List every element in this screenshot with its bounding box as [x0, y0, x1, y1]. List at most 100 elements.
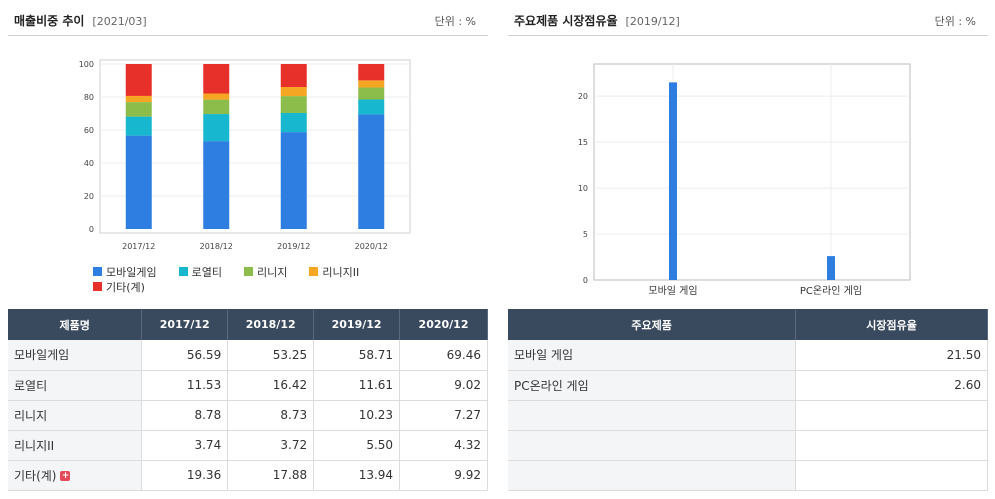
legend-item[interactable]: 로열티	[178, 264, 222, 279]
table-row	[508, 460, 988, 491]
market-share-table: 주요제품 시장점유율 모바일 게임 21.50 PC온라인 게임 2.60	[508, 309, 988, 491]
table-row	[508, 430, 988, 461]
x-tick-label: 모바일 게임	[648, 284, 697, 297]
cell-value: 58.71	[313, 340, 401, 371]
cell-value: 53.25	[227, 340, 315, 371]
cell-value: 17.88	[227, 460, 315, 491]
table-row: 모바일 게임 21.50	[508, 340, 988, 371]
cell-value: 13.94	[313, 460, 401, 491]
sales-mix-legend: 모바일게임 로열티 리니지 리니지II 기타(계)	[93, 264, 423, 294]
legend-label: 리니지II	[322, 265, 360, 279]
legend-item[interactable]: 리니지II	[309, 264, 359, 279]
legend-swatch	[93, 282, 102, 291]
cell-value: 11.53	[141, 370, 229, 401]
row-label: 리니지II	[8, 430, 143, 461]
bar-segment	[280, 132, 307, 229]
bar-segment	[125, 135, 152, 229]
y-tick-label: 5	[583, 230, 588, 239]
header-2019: 2019/12	[313, 309, 401, 340]
row-label: 모바일게임	[8, 340, 143, 371]
y-tick-label: 100	[79, 60, 94, 69]
row-label: 리니지	[8, 400, 143, 431]
legend-item[interactable]: 리니지	[243, 264, 288, 279]
plot-frame	[593, 63, 911, 281]
x-tick-label: 2017/12	[122, 242, 155, 251]
header-2017: 2017/12	[141, 309, 229, 340]
bar-segment	[125, 116, 152, 136]
x-tick-label: PC온라인 게임	[800, 284, 862, 297]
row-label	[508, 430, 797, 461]
row-label	[508, 460, 797, 491]
header-market-share: 시장점유율	[795, 309, 988, 340]
sales-mix-date: [2021/03]	[92, 15, 147, 28]
legend-item[interactable]: 모바일게임	[93, 264, 157, 279]
y-tick-label: 60	[84, 126, 94, 135]
row-label: PC온라인 게임	[508, 370, 797, 401]
market-share-chart-area: 0 5 10 15 20 모바일 게임 PC온라인 게임	[508, 36, 988, 306]
cell-value: 9.92	[399, 460, 488, 491]
sales-mix-header: 매출비중 추이 [2021/03] 단위 : %	[8, 0, 488, 36]
sales-mix-unit: 단위 : %	[434, 15, 476, 28]
cell-value: 5.50	[313, 430, 401, 461]
sales-mix-panel: 매출비중 추이 [2021/03] 단위 : % 0 20 40 60 80 100 2017…	[8, 0, 488, 294]
cell-value: 2.60	[795, 370, 988, 401]
row-label-expandable: 기타(계) +	[8, 460, 143, 491]
table-row	[508, 400, 988, 431]
bar-segment	[358, 80, 385, 88]
header-2020: 2020/12	[399, 309, 488, 340]
sales-mix-title: 매출비중 추이 [2021/03]	[14, 12, 147, 29]
table-row: PC온라인 게임 2.60	[508, 370, 988, 401]
y-tick-label: 40	[84, 159, 94, 168]
row-label-text: 기타(계)	[14, 468, 57, 483]
cell-value: 10.23	[313, 400, 401, 431]
cell-value	[795, 400, 988, 431]
header-2018: 2018/12	[227, 309, 315, 340]
bar-segment	[280, 64, 307, 88]
bar	[827, 256, 835, 280]
table-row: 모바일게임 56.59 53.25 58.71 69.46	[8, 340, 488, 371]
bar-segment	[203, 99, 230, 115]
sales-mix-table-header-row: 제품명 2017/12 2018/12 2019/12 2020/12	[8, 309, 488, 340]
x-tick-label: 2020/12	[355, 242, 388, 251]
y-tick-label: 0	[89, 225, 94, 234]
legend-item[interactable]: 기타(계)	[93, 279, 145, 294]
legend-swatch	[93, 267, 102, 276]
sales-mix-chart-area: 0 20 40 60 80 100 2017/12 2018/12 2019/12 2020/12…	[8, 36, 488, 306]
y-tick-label: 80	[84, 93, 94, 102]
expand-plus-icon[interactable]: +	[60, 471, 71, 481]
legend-label: 로열티	[191, 265, 222, 279]
header-product: 제품명	[8, 309, 143, 340]
market-share-unit: 단위 : %	[934, 15, 976, 28]
market-share-date: [2019/12]	[625, 15, 680, 28]
cell-value: 56.59	[141, 340, 229, 371]
bar-segment	[125, 95, 152, 103]
bar-segment	[125, 64, 152, 96]
bar-segment	[203, 141, 230, 229]
cell-value	[795, 430, 988, 461]
bar-segment	[125, 102, 152, 117]
bar-segment	[280, 87, 307, 97]
y-tick-label: 10	[578, 184, 588, 193]
row-label: 로열티	[8, 370, 143, 401]
cell-value: 4.32	[399, 430, 488, 461]
table-row: 리니지 8.78 8.73 10.23 7.27	[8, 400, 488, 431]
legend-label: 리니지	[256, 265, 288, 279]
row-label: 모바일 게임	[508, 340, 797, 371]
bar-segment	[280, 112, 307, 133]
cell-value	[795, 460, 988, 491]
bar-segment	[358, 99, 385, 115]
table-row: 기타(계) + 19.36 17.88 13.94 9.92	[8, 460, 488, 491]
market-share-title-text: 주요제품 시장점유율	[514, 14, 618, 28]
cell-value: 3.74	[141, 430, 229, 461]
cell-value: 11.61	[313, 370, 401, 401]
legend-label: 모바일게임	[106, 265, 157, 279]
bar-segment	[280, 96, 307, 113]
x-tick-label: 2019/12	[277, 242, 310, 251]
cell-value: 69.46	[399, 340, 488, 371]
y-tick-label: 0	[583, 276, 588, 285]
legend-swatch	[309, 267, 319, 276]
bar-segment	[203, 114, 230, 142]
legend-swatch	[243, 267, 253, 276]
market-share-chart: 0 5 10 15 20 모바일 게임 PC온라인 게임	[578, 63, 911, 297]
legend-label: 기타(계)	[106, 280, 145, 294]
